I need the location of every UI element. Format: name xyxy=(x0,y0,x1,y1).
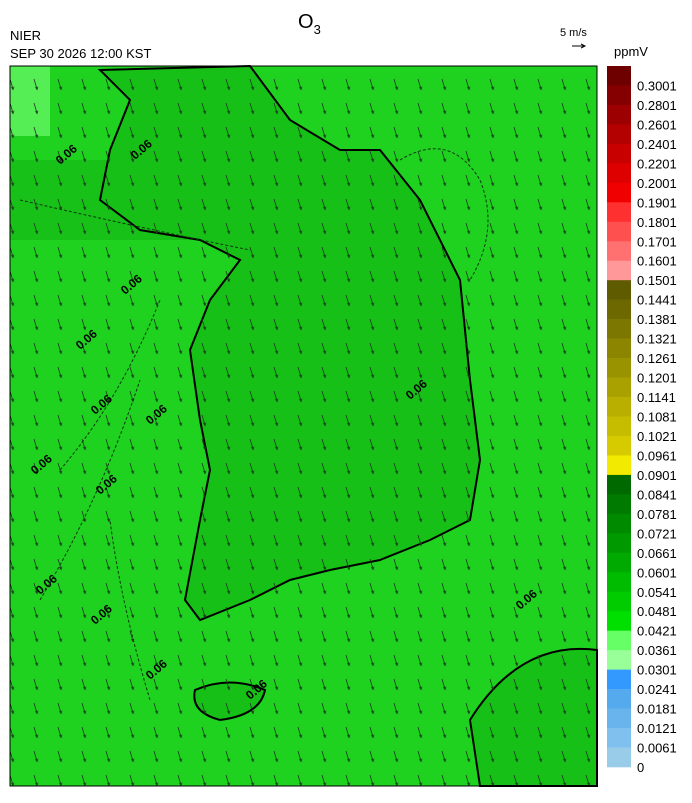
colorbar-label: 0.1501 xyxy=(637,273,677,288)
colorbar-swatch xyxy=(607,572,631,593)
colorbar-swatch xyxy=(607,319,631,339)
colorbar-label: 0.0181 xyxy=(637,702,677,717)
colorbar-swatch xyxy=(607,513,631,534)
colorbar-label: 0.0541 xyxy=(637,585,677,600)
colorbar-swatch xyxy=(607,260,631,281)
colorbar-label: 0.2201 xyxy=(637,156,677,171)
colorbar-swatch xyxy=(607,124,631,145)
colorbar-swatch xyxy=(607,416,631,437)
map-frame xyxy=(9,65,598,787)
colorbar: 0.3001 0.2801 0.2601 0.2401 0.2201 0.2001 0.19… xyxy=(607,66,677,775)
colorbar-label: 0.0901 xyxy=(637,468,677,483)
colorbar-swatch xyxy=(607,435,631,456)
colorbar-swatch xyxy=(607,338,631,359)
colorbar-label: 0.1381 xyxy=(637,312,677,327)
colorbar-swatch xyxy=(607,455,631,476)
colorbar-swatch xyxy=(607,241,631,262)
colorbar-swatch xyxy=(607,533,631,554)
colorbar-unit: ppmV xyxy=(614,44,648,59)
colorbar-swatch xyxy=(607,669,631,690)
colorbar-swatch xyxy=(607,552,631,573)
colorbar-swatch xyxy=(607,494,631,515)
vector-scale-label: 5 m/s xyxy=(560,27,587,39)
colorbar-swatch xyxy=(607,708,631,729)
colorbar-swatch xyxy=(607,611,631,631)
colorbar-label: 0.0481 xyxy=(637,604,677,619)
colorbar-label: 0.0421 xyxy=(637,624,677,639)
title: O3 xyxy=(298,11,321,37)
colorbar-label: 0.0061 xyxy=(637,741,677,756)
colorbar-label: 0.0781 xyxy=(637,507,677,522)
agency: NIER xyxy=(10,28,41,43)
map: 0.06 0.060.060.060.06 0.060.060.060.060.06… xyxy=(9,64,598,787)
colorbar-swatch xyxy=(607,630,631,651)
colorbar-swatch xyxy=(607,728,631,748)
colorbar-label: 0.0721 xyxy=(637,526,677,541)
colorbar-label: 0.1201 xyxy=(637,371,677,386)
colorbar-label: 0.2401 xyxy=(637,137,677,152)
colorbar-label: 0.1441 xyxy=(637,293,677,308)
colorbar-label: 0.2601 xyxy=(637,117,677,132)
colorbar-swatch xyxy=(607,591,631,612)
colorbar-label: 0.1601 xyxy=(637,254,677,269)
colorbar-label: 0.1701 xyxy=(637,234,677,249)
colorbar-label: 0.0841 xyxy=(637,487,677,502)
vector-scale-arrowhead xyxy=(580,43,587,49)
colorbar-swatch xyxy=(607,689,631,709)
colorbar-label: 0.0121 xyxy=(637,721,677,736)
colorbar-swatch xyxy=(607,299,631,320)
colorbar-swatch xyxy=(607,221,631,242)
colorbar-label: 0.2001 xyxy=(637,176,677,191)
colorbar-label: 0.1141 xyxy=(637,390,676,405)
colorbar-label: 0.1261 xyxy=(637,351,677,366)
colorbar-swatch xyxy=(607,650,631,670)
colorbar-swatch xyxy=(607,104,631,125)
colorbar-label: 0.3001 xyxy=(637,78,677,93)
colorbar-label: 0.0601 xyxy=(637,565,677,580)
colorbar-label: 0.2801 xyxy=(637,98,677,113)
colorbar-swatch xyxy=(607,397,631,417)
colorbar-label: 0.0961 xyxy=(637,448,677,463)
colorbar-label: 0.0241 xyxy=(637,682,677,697)
colorbar-label: 0.1901 xyxy=(637,195,677,210)
colorbar-label: 0.1021 xyxy=(637,429,677,444)
colorbar-swatch xyxy=(607,85,631,106)
colorbar-label: 0.0361 xyxy=(637,643,677,658)
colorbar-swatch xyxy=(607,66,631,86)
colorbar-label: 0.0661 xyxy=(637,546,677,561)
colorbar-label: 0.1801 xyxy=(637,215,677,230)
colorbar-label: 0 xyxy=(637,760,644,775)
colorbar-label: 0.0301 xyxy=(637,663,677,678)
colorbar-label: 0.1081 xyxy=(637,410,677,425)
colorbar-swatch xyxy=(607,182,631,203)
wind-vectors xyxy=(10,66,597,786)
colorbar-swatch xyxy=(607,202,631,223)
colorbar-label: 0.1321 xyxy=(637,332,677,347)
colorbar-swatch xyxy=(607,280,631,300)
colorbar-swatch xyxy=(607,377,631,398)
colorbar-swatch xyxy=(607,747,631,768)
colorbar-swatch xyxy=(607,358,631,378)
colorbar-swatch xyxy=(607,474,631,495)
colorbar-swatch xyxy=(607,163,631,184)
colorbar-swatch xyxy=(607,143,631,164)
datetime: SEP 30 2026 12:00 KST xyxy=(10,46,151,61)
